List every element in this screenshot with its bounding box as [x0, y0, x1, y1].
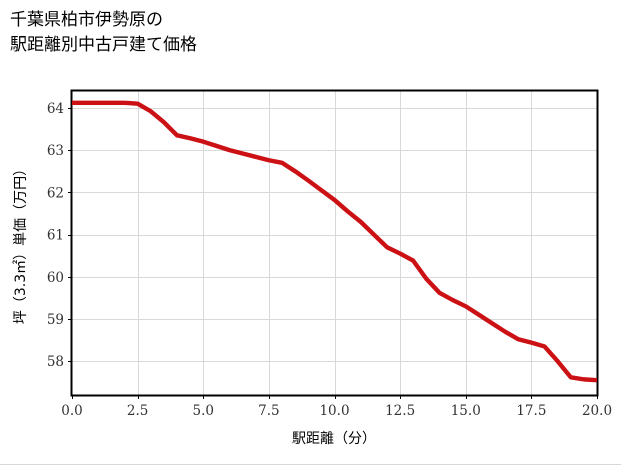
y-tick-label-6: 64 [47, 101, 64, 117]
x-tick-label-5: 12.5 [385, 403, 415, 419]
x-axis-title: 駅距離（分） [292, 430, 376, 447]
y-tick-label-3: 61 [47, 228, 64, 244]
x-tick-label-7: 17.5 [516, 403, 546, 419]
x-tick-label-6: 15.0 [451, 403, 481, 419]
x-tick-label-4: 10.0 [319, 403, 349, 419]
x-tick-label-0: 0.0 [61, 403, 82, 419]
y-axis-title: 坪（3.3㎡）単価（万円） [13, 162, 29, 324]
y-tick-labels-group: 58 59 60 61 62 63 64 [47, 101, 64, 370]
y-tick-label-5: 63 [47, 143, 64, 159]
x-tick-label-2: 5.0 [193, 403, 214, 419]
data-line-series-0 [72, 100, 598, 383]
y-tick-label-0: 58 [47, 354, 64, 370]
x-tick-label-8: 20.0 [582, 403, 612, 419]
y-tick-label-2: 60 [47, 270, 64, 286]
y-tick-label-4: 62 [47, 185, 64, 201]
gridlines-group [72, 91, 597, 395]
x-tick-labels-group: 0.0 2.5 5.0 7.5 10.0 12.5 15.0 17.5 20.0 [61, 403, 612, 419]
tickmarks-group [68, 107, 599, 399]
plot-area-border [70, 89, 599, 397]
chart-title: 千葉県柏市伊勢原の 駅距離別中古戸建て価格 [10, 10, 197, 55]
x-tick-label-3: 7.5 [258, 403, 279, 419]
y-tick-label-1: 59 [47, 312, 64, 328]
x-tick-label-1: 2.5 [127, 403, 148, 419]
